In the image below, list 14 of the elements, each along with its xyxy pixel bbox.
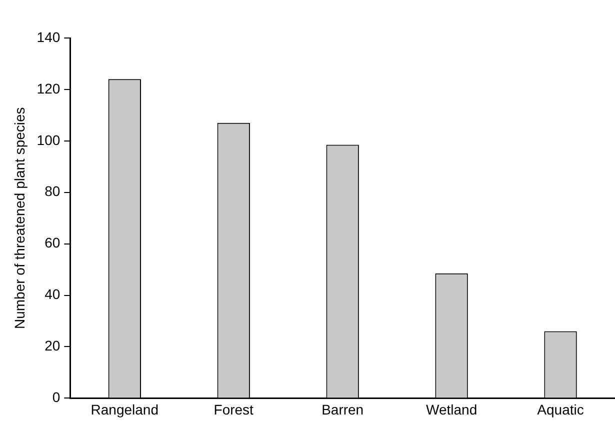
y-axis-title: Number of threatened plant species: [11, 107, 28, 330]
x-tick-label: Rangeland: [90, 401, 159, 418]
y-tick-label: 20: [44, 338, 60, 354]
y-tick-label: 140: [36, 28, 60, 45]
y-tick-label: 0: [52, 389, 60, 406]
y-tick-label: 100: [36, 132, 60, 148]
y-tick-label: 80: [44, 183, 60, 200]
x-tick-label: Aquatic: [537, 401, 584, 418]
x-tick-label: Forest: [214, 401, 254, 418]
y-tick-label: 120: [36, 80, 60, 96]
x-tick-label: Barren: [322, 401, 364, 418]
x-tick-label: Wetland: [426, 401, 478, 418]
y-tick-label: 60: [44, 234, 60, 251]
y-tick-label: 40: [44, 286, 60, 302]
